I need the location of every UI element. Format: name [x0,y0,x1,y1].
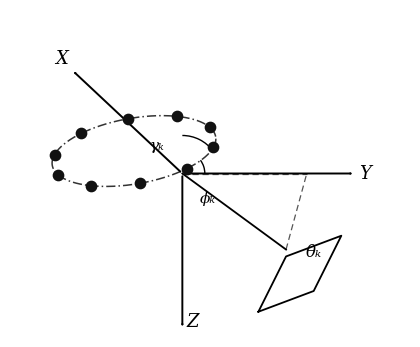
Text: Y: Y [359,164,371,183]
Point [183,166,190,171]
Point [210,145,217,150]
Point [87,183,94,188]
Text: Z: Z [186,313,199,331]
Text: ϕₖ: ϕₖ [200,193,216,206]
Point [136,180,143,186]
Text: θₖ: θₖ [306,245,322,262]
Point [55,172,61,178]
Point [51,152,58,158]
Point [174,113,181,119]
Point [78,130,85,136]
Text: X: X [55,50,68,68]
Text: γₖ: γₖ [149,139,164,153]
Point [125,116,131,121]
Point [207,125,213,130]
